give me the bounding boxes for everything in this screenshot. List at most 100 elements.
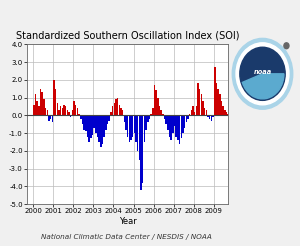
Bar <box>67 110 68 115</box>
Bar <box>118 105 120 115</box>
Bar <box>185 115 187 123</box>
Bar <box>145 115 147 130</box>
Bar <box>160 110 162 115</box>
Bar <box>207 115 209 117</box>
Bar <box>152 108 154 115</box>
Bar <box>214 67 215 115</box>
Bar <box>137 115 139 151</box>
Bar <box>192 107 194 115</box>
Bar <box>167 115 169 130</box>
Bar <box>206 110 207 115</box>
Bar <box>107 115 108 124</box>
Text: noaa: noaa <box>254 69 272 75</box>
Bar <box>219 94 220 115</box>
Bar <box>216 83 217 115</box>
Bar <box>115 99 117 115</box>
Bar <box>41 92 43 115</box>
Bar <box>129 115 130 142</box>
Bar <box>177 115 179 140</box>
Bar <box>122 110 123 115</box>
Bar <box>77 108 78 115</box>
Bar <box>162 114 164 115</box>
Bar <box>82 115 83 124</box>
Bar <box>150 114 152 115</box>
Bar <box>95 115 97 133</box>
Bar <box>61 108 63 115</box>
Bar <box>199 89 200 115</box>
Bar <box>194 112 195 115</box>
Bar <box>63 105 65 115</box>
Bar <box>93 115 95 128</box>
Bar <box>68 112 70 115</box>
Bar <box>164 115 165 119</box>
Bar <box>229 114 231 115</box>
Bar <box>226 112 227 115</box>
Bar <box>165 115 167 124</box>
Bar <box>102 115 103 144</box>
Bar <box>172 115 174 133</box>
Bar <box>170 115 172 140</box>
Bar <box>98 115 100 142</box>
Bar <box>70 115 71 117</box>
Bar <box>75 105 76 115</box>
Bar <box>130 115 132 140</box>
Bar <box>80 115 82 119</box>
Bar <box>57 103 58 115</box>
Bar <box>117 98 118 115</box>
Circle shape <box>232 38 293 109</box>
Bar <box>124 115 125 123</box>
Bar <box>109 115 110 121</box>
Bar <box>52 115 53 123</box>
Bar <box>50 115 51 119</box>
Bar <box>202 101 204 115</box>
Bar <box>184 115 185 128</box>
Bar <box>190 110 192 115</box>
Bar <box>201 94 202 115</box>
Bar <box>187 115 189 119</box>
Bar <box>169 115 170 137</box>
Bar <box>72 110 73 115</box>
Bar <box>176 115 177 137</box>
Circle shape <box>284 43 289 49</box>
Bar <box>73 101 75 115</box>
Bar <box>181 115 182 138</box>
Bar <box>212 115 214 117</box>
Bar <box>45 108 46 115</box>
Bar <box>103 115 105 137</box>
Bar <box>227 114 229 115</box>
Bar <box>234 89 236 115</box>
Bar <box>110 112 112 115</box>
Bar <box>58 110 60 115</box>
Bar <box>132 115 134 137</box>
Bar <box>144 115 145 142</box>
Bar <box>134 115 135 133</box>
Bar <box>204 108 206 115</box>
Bar <box>139 115 140 160</box>
Text: National Climatic Data Center / NESDIS / NOAA: National Climatic Data Center / NESDIS /… <box>40 234 211 240</box>
Bar <box>90 115 92 138</box>
X-axis label: Year: Year <box>118 217 136 226</box>
Bar <box>43 99 45 115</box>
Bar <box>147 115 148 123</box>
Circle shape <box>240 47 285 100</box>
Bar <box>37 101 38 115</box>
Bar <box>196 107 197 115</box>
Bar <box>88 115 90 142</box>
Bar <box>83 115 85 130</box>
Bar <box>33 105 34 115</box>
Bar <box>55 89 56 115</box>
Bar <box>221 101 222 115</box>
Bar <box>85 115 86 131</box>
Title: Standardized Southern Oscillation Index (SOI): Standardized Southern Oscillation Index … <box>16 31 239 41</box>
Bar <box>125 115 127 130</box>
Bar <box>87 115 88 137</box>
Bar <box>197 83 199 115</box>
Circle shape <box>236 43 289 105</box>
Wedge shape <box>242 74 284 99</box>
Bar <box>149 115 150 119</box>
Bar <box>35 94 36 115</box>
Bar <box>174 115 175 126</box>
Bar <box>224 110 226 115</box>
Bar <box>113 103 115 115</box>
Bar <box>142 115 143 183</box>
